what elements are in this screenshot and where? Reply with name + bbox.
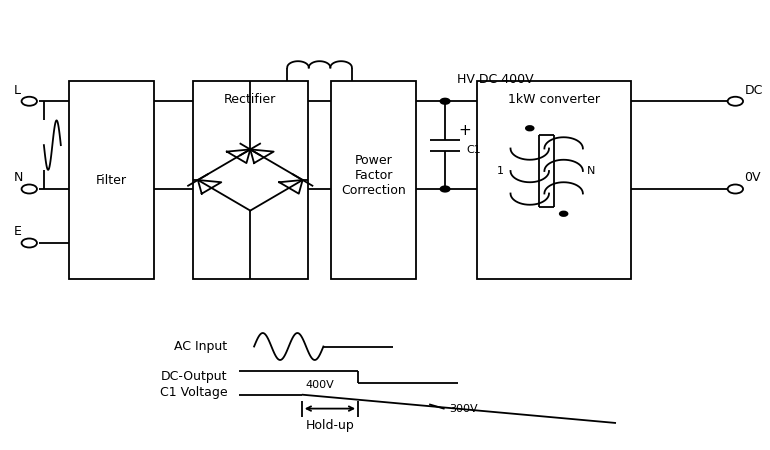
FancyBboxPatch shape (477, 81, 631, 279)
Text: N: N (14, 171, 23, 184)
Text: +: + (458, 123, 470, 138)
Text: L: L (14, 84, 21, 96)
Text: 400V: 400V (306, 380, 334, 390)
Text: Filter: Filter (96, 174, 127, 186)
Text: Hold-up: Hold-up (306, 419, 354, 432)
Text: E: E (14, 225, 22, 238)
Circle shape (440, 186, 450, 192)
Text: C1: C1 (467, 144, 481, 155)
FancyBboxPatch shape (69, 81, 154, 279)
Circle shape (440, 99, 450, 104)
Text: Power
Factor
Correction: Power Factor Correction (341, 154, 406, 197)
FancyBboxPatch shape (192, 81, 308, 279)
Text: Rectifier: Rectifier (224, 93, 276, 105)
Circle shape (560, 212, 567, 216)
Text: C1 Voltage: C1 Voltage (159, 386, 227, 399)
Text: DC: DC (745, 84, 763, 96)
Text: 300V: 300V (449, 404, 478, 414)
Text: HV DC 400V: HV DC 400V (457, 73, 534, 86)
FancyBboxPatch shape (331, 81, 416, 279)
Text: 1kW converter: 1kW converter (508, 93, 601, 105)
Text: N: N (587, 166, 594, 176)
Text: 1: 1 (497, 166, 504, 176)
Circle shape (526, 126, 534, 130)
Text: 0V: 0V (745, 171, 761, 184)
Text: AC Input: AC Input (174, 340, 227, 353)
Text: DC-Output: DC-Output (161, 370, 227, 383)
